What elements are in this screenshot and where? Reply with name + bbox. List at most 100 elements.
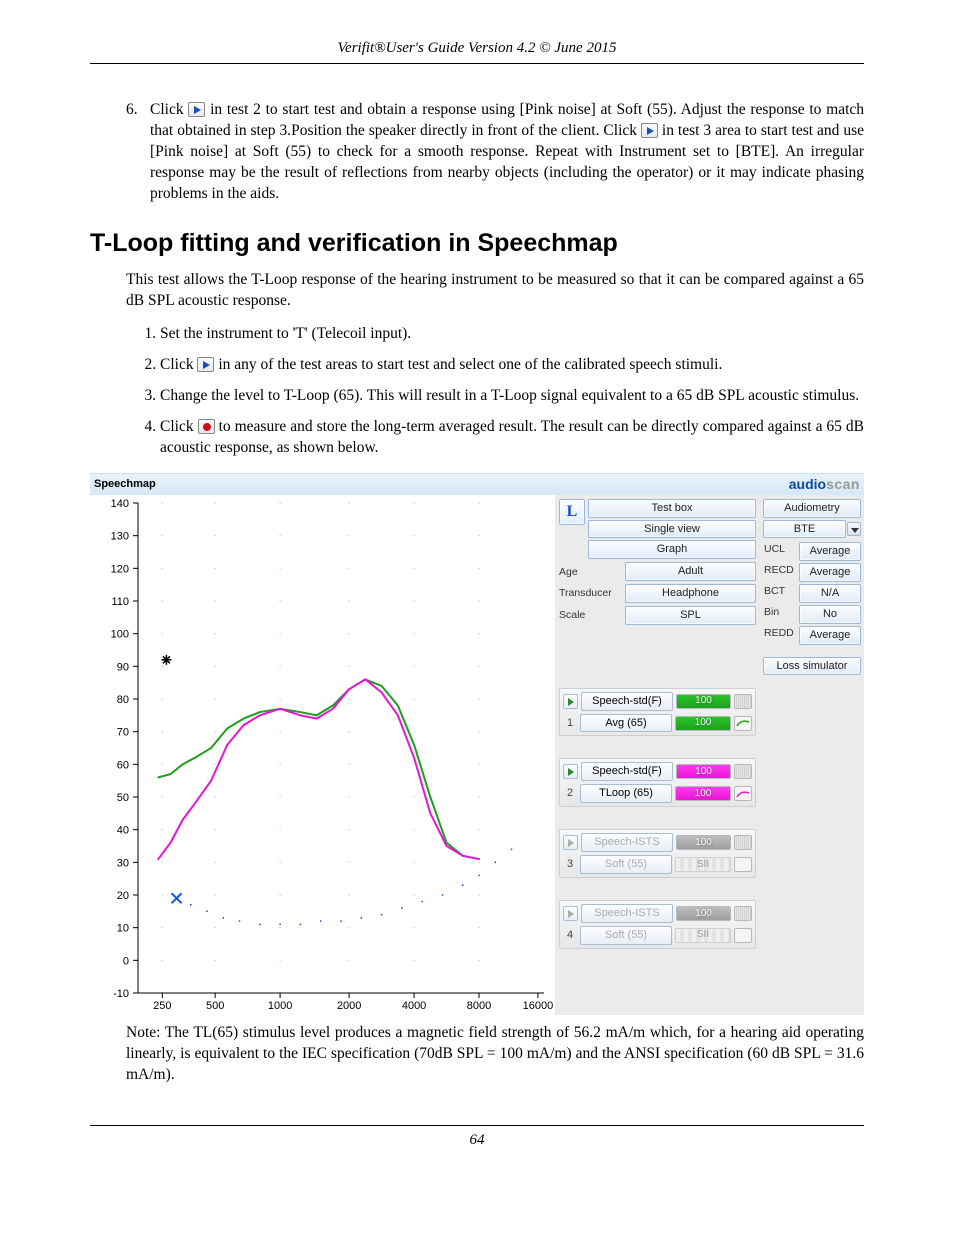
play-icon — [188, 102, 205, 117]
side-val-redd[interactable]: Average — [799, 626, 861, 645]
test-stimulus[interactable]: Speech-ISTS — [581, 904, 673, 923]
header-text: Verifit®User's Guide Version 4.2 © June … — [90, 40, 864, 64]
transducer-value[interactable]: Headphone — [625, 584, 756, 603]
grip-icon[interactable] — [734, 906, 752, 921]
side-val-ucl[interactable]: Average — [799, 542, 861, 561]
svg-text:4000: 4000 — [402, 1000, 426, 1012]
side-key-bin: Bin — [763, 605, 797, 624]
svg-text:40: 40 — [117, 824, 129, 836]
audiometry-button[interactable]: Audiometry — [763, 499, 861, 518]
test-stimulus[interactable]: Speech-ISTS — [581, 833, 673, 852]
section-heading: T-Loop fitting and verification in Speec… — [90, 227, 864, 261]
record-icon — [198, 419, 215, 434]
test-bar: 100 — [676, 906, 731, 921]
intro-para: This test allows the T-Loop response of … — [126, 270, 864, 312]
test-level[interactable]: Soft (55) — [580, 855, 672, 874]
txt: in any of the test areas to start test a… — [218, 356, 722, 373]
graph-button[interactable]: Graph — [588, 540, 756, 559]
svg-text:70: 70 — [117, 726, 129, 738]
test-stimulus[interactable]: Speech-std(F) — [581, 692, 673, 711]
test-level[interactable]: Soft (55) — [580, 926, 672, 945]
test-level[interactable]: Avg (65) — [580, 714, 672, 733]
transducer-label: Transducer — [559, 586, 623, 600]
side-val-bct[interactable]: N/A — [799, 584, 861, 603]
svg-text:130: 130 — [111, 530, 129, 542]
svg-text:10: 10 — [117, 922, 129, 934]
test-stimulus[interactable]: Speech-std(F) — [581, 762, 673, 781]
grip-icon[interactable] — [734, 835, 752, 850]
mid-controls: L Test box Single view Graph AgeAdult Tr… — [555, 495, 760, 1015]
item-6: 6. Click in test 2 to start test and obt… — [126, 100, 864, 205]
test-number: 3 — [563, 857, 577, 872]
svg-text:120: 120 — [111, 563, 129, 575]
curve-icon — [734, 786, 752, 801]
play-icon — [197, 357, 214, 372]
svg-text:60: 60 — [117, 759, 129, 771]
loss-simulator-button[interactable]: Loss simulator — [763, 657, 861, 676]
side-val-recd[interactable]: Average — [799, 563, 861, 582]
test-play-button[interactable] — [563, 906, 578, 921]
svg-text:140: 140 — [111, 498, 129, 510]
curve-icon — [734, 716, 752, 731]
chevron-down-icon — [847, 522, 861, 536]
test-bar: 100 — [676, 694, 731, 709]
side-key-ucl: UCL — [763, 542, 797, 561]
svg-text:110: 110 — [111, 596, 129, 608]
test-number: 1 — [563, 716, 577, 731]
svg-text:500: 500 — [206, 1000, 224, 1012]
singleview-button[interactable]: Single view — [588, 520, 756, 539]
svg-text:8000: 8000 — [467, 1000, 491, 1012]
test-sii: SII — [675, 928, 731, 943]
speechmap-panel: Speechmap audioscan -1001020304050607080… — [90, 473, 864, 1015]
side-key-recd: RECD — [763, 563, 797, 582]
side-key-bct: BCT — [763, 584, 797, 603]
svg-text:-10: -10 — [113, 988, 129, 1000]
svg-text:90: 90 — [117, 661, 129, 673]
test-block-4: Speech-ISTS1004Soft (55)SII — [559, 900, 756, 949]
test-play-button[interactable] — [563, 835, 578, 850]
scale-label: Scale — [559, 608, 623, 622]
test-play-button[interactable] — [563, 694, 578, 709]
test-play-button[interactable] — [563, 764, 578, 779]
chart-area: -100102030405060708090100110120130140250… — [90, 495, 555, 1015]
test-number: 2 — [563, 786, 577, 801]
svg-text:50: 50 — [117, 792, 129, 804]
ear-L-button[interactable]: L — [559, 499, 585, 525]
speechmap-titlebar: Speechmap audioscan — [90, 474, 864, 495]
svg-text:30: 30 — [117, 857, 129, 869]
audioscan-logo: audioscan — [789, 475, 860, 494]
svg-text:1000: 1000 — [268, 1000, 292, 1012]
chart-svg: -100102030405060708090100110120130140250… — [90, 495, 555, 1015]
test-block-2: Speech-std(F)1002TLoop (65)100 — [559, 758, 756, 807]
side-val-bin[interactable]: No — [799, 605, 861, 624]
svg-text:16000: 16000 — [523, 1000, 554, 1012]
txt: Click — [160, 418, 198, 435]
grip-icon[interactable] — [734, 764, 752, 779]
test-sii: SII — [675, 857, 731, 872]
testbox-button[interactable]: Test box — [588, 499, 756, 518]
svg-text:2000: 2000 — [337, 1000, 361, 1012]
txt: Click — [160, 356, 197, 373]
test-level[interactable]: TLoop (65) — [580, 784, 672, 803]
instrument-value: BTE — [763, 520, 846, 539]
note-text: Note: The TL(65) stimulus level produces… — [126, 1023, 864, 1086]
svg-text:20: 20 — [117, 890, 129, 902]
step-1: Set the instrument to 'T' (Telecoil inpu… — [160, 324, 864, 345]
svg-text:250: 250 — [153, 1000, 171, 1012]
scale-value[interactable]: SPL — [625, 606, 756, 625]
age-value[interactable]: Adult — [625, 562, 756, 581]
test-block-3: Speech-ISTS1003Soft (55)SII — [559, 829, 756, 878]
test-block-1: Speech-std(F)1001Avg (65)100 — [559, 688, 756, 737]
test-sii: 100 — [675, 786, 731, 801]
page-number: 64 — [90, 1125, 864, 1149]
steps-list: Set the instrument to 'T' (Telecoil inpu… — [126, 324, 864, 459]
test-bar: 100 — [676, 764, 731, 779]
svg-text:100: 100 — [111, 628, 129, 640]
instrument-dropdown[interactable]: BTE — [763, 520, 861, 539]
curve-icon — [734, 928, 752, 943]
step-2: Click in any of the test areas to start … — [160, 355, 864, 376]
step-3: Change the level to T-Loop (65). This wi… — [160, 386, 864, 407]
grip-icon[interactable] — [734, 694, 752, 709]
step-4: Click to measure and store the long-term… — [160, 417, 864, 459]
item-6-num: 6. — [126, 100, 144, 205]
